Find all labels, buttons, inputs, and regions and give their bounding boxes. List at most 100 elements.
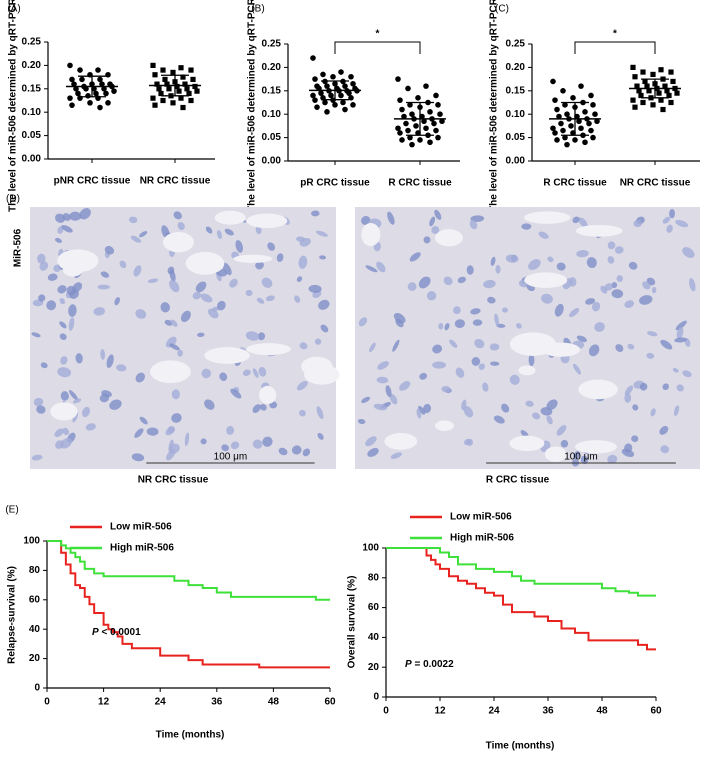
nucleus	[200, 293, 213, 303]
nucleus	[252, 368, 259, 378]
lumen	[524, 211, 571, 224]
nucleus	[607, 454, 618, 464]
nucleus	[554, 303, 564, 317]
nucleus	[180, 310, 191, 323]
data-point	[318, 90, 324, 96]
p-value: P < 0.0001	[92, 627, 141, 638]
y-tick-label: 0.25	[262, 39, 282, 50]
y-tick-label: 20	[29, 653, 41, 664]
nucleus	[627, 343, 635, 350]
lumen	[204, 347, 250, 364]
nucleus	[170, 319, 178, 327]
nucleus	[434, 209, 442, 220]
nucleus	[171, 389, 180, 400]
data-point	[97, 104, 103, 111]
nucleus	[61, 225, 73, 233]
data-point	[560, 127, 566, 134]
nucleus	[60, 391, 69, 401]
nucleus	[59, 333, 67, 341]
y-tick-label: 0	[373, 692, 379, 703]
data-point	[186, 90, 192, 97]
nucleus	[604, 283, 614, 291]
data-point	[176, 88, 182, 94]
data-point	[328, 92, 334, 99]
data-point	[630, 64, 636, 70]
data-point	[562, 134, 568, 141]
lumen	[524, 272, 568, 288]
data-point	[397, 130, 403, 136]
nucleus	[72, 398, 82, 404]
nucleus	[454, 319, 466, 329]
y-axis-label: Relapse-survival (%)	[7, 566, 18, 664]
nucleus	[474, 338, 485, 349]
nucleus	[256, 297, 265, 304]
nucleus	[169, 343, 180, 351]
y-tick-label: 0.25	[22, 37, 42, 48]
significance-label: *	[613, 29, 617, 40]
nucleus	[168, 439, 174, 451]
nucleus	[586, 257, 597, 269]
data-point	[435, 134, 441, 141]
y-tick-label: 0.10	[506, 109, 526, 120]
nucleus	[470, 308, 481, 315]
data-point	[582, 109, 588, 115]
x-tick-label: pR CRC tissue	[300, 178, 370, 189]
nucleus	[302, 448, 311, 457]
nucleus	[146, 427, 159, 436]
data-point	[75, 90, 81, 97]
nucleus	[315, 230, 328, 237]
nucleus	[57, 367, 72, 378]
nucleus	[68, 304, 77, 317]
data-point	[322, 99, 328, 106]
nucleus	[200, 438, 207, 445]
data-point	[578, 83, 584, 89]
p-text: = 0.0022	[414, 659, 454, 670]
data-point	[437, 111, 443, 117]
data-point	[312, 97, 318, 103]
data-point	[105, 100, 111, 106]
nucleus	[616, 275, 624, 282]
nucleus	[139, 231, 148, 238]
nucleus	[438, 322, 444, 330]
nucleus	[114, 297, 120, 306]
nucleus	[628, 261, 638, 270]
data-point	[332, 102, 338, 108]
nucleus	[389, 393, 398, 405]
data-point	[395, 125, 401, 132]
nucleus	[689, 278, 696, 292]
data-point	[150, 95, 156, 101]
nucleus	[651, 286, 657, 294]
nucleus	[646, 352, 655, 359]
survival-curve	[47, 540, 330, 601]
data-point	[346, 90, 352, 96]
data-point	[650, 102, 656, 108]
nucleus	[79, 208, 91, 220]
nucleus	[682, 247, 695, 258]
nucleus	[576, 249, 589, 258]
data-point	[93, 90, 99, 97]
nucleus	[97, 284, 110, 290]
nucleus	[81, 406, 91, 418]
data-point	[111, 88, 117, 94]
nucleus	[569, 308, 580, 318]
nucleus	[470, 215, 485, 222]
error-bar	[561, 101, 589, 136]
nucleus	[262, 436, 273, 447]
data-point	[105, 71, 111, 78]
nucleus	[258, 366, 267, 377]
y-tick-label: 0	[34, 683, 40, 694]
nucleus	[409, 252, 421, 262]
nucleus	[431, 226, 440, 234]
nucleus	[130, 235, 142, 243]
image-caption: R CRC tissue	[486, 475, 550, 486]
nucleus	[621, 448, 635, 458]
significance-bracket	[574, 41, 656, 54]
nucleus	[245, 289, 253, 297]
nucleus	[69, 211, 82, 221]
data-point	[320, 71, 326, 78]
nucleus	[167, 266, 175, 275]
nucleus	[296, 276, 303, 283]
data-point	[634, 83, 640, 89]
data-point	[550, 78, 556, 85]
nucleus	[573, 363, 581, 375]
